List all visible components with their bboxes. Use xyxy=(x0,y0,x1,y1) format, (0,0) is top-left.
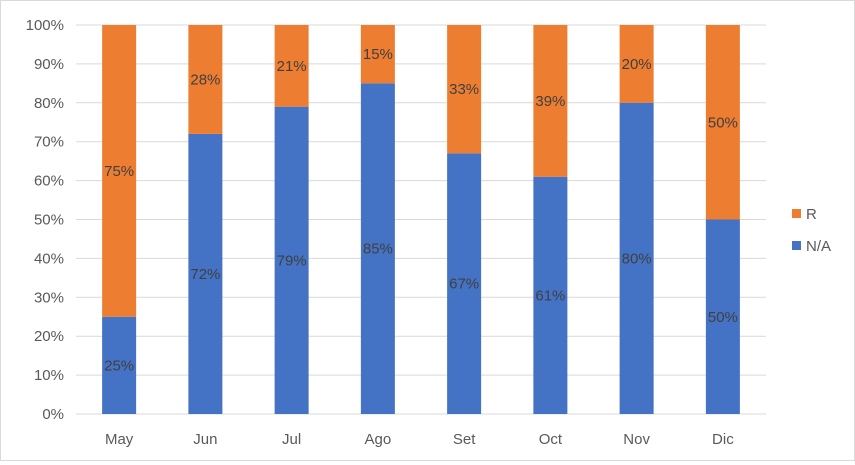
bars xyxy=(102,25,740,415)
y-tick-label: 10% xyxy=(34,367,64,384)
data-label: 50% xyxy=(708,309,738,326)
bar-segment-r-jun xyxy=(188,25,223,134)
bar-segment-n-a-may xyxy=(102,316,137,414)
bar-segment-r-oct xyxy=(533,25,568,177)
y-tick-label: 30% xyxy=(34,289,64,306)
x-axis-ticks: May Jun Jul Ago Set Oct Nov Dic xyxy=(105,431,734,448)
gridlines xyxy=(76,24,766,415)
data-label: 21% xyxy=(277,58,307,75)
data-label: 20% xyxy=(622,56,652,73)
x-tick-label: Nov xyxy=(623,431,650,448)
y-tick-label: 40% xyxy=(34,250,64,267)
data-label: 33% xyxy=(449,81,479,98)
data-label: 15% xyxy=(363,46,393,63)
legend: R N/A xyxy=(792,206,831,255)
bar-segment-n-a-ago xyxy=(360,83,395,414)
x-tick-label: Set xyxy=(453,431,476,448)
data-label: 72% xyxy=(190,266,220,283)
bar-segment-r-dic xyxy=(705,25,740,220)
data-label: 79% xyxy=(277,252,307,269)
y-tick-label: 50% xyxy=(34,212,64,229)
x-tick-label: Jun xyxy=(193,431,217,448)
bar-segment-r-ago xyxy=(360,25,395,84)
bar-segment-n-a-oct xyxy=(533,176,568,414)
y-tick-label: 90% xyxy=(34,56,64,73)
x-tick-label: Jul xyxy=(282,431,301,448)
bar-segment-n-a-dic xyxy=(705,219,740,414)
legend-swatch xyxy=(792,241,801,250)
data-labels: 25% 75% 72% 28% 79% 21% 85% 15% 67% 33% 61% 39% 80% 2… xyxy=(104,46,738,374)
data-label: 39% xyxy=(535,93,565,110)
y-tick-label: 0% xyxy=(42,406,64,423)
y-tick-label: 20% xyxy=(34,328,64,345)
y-tick-label: 100% xyxy=(26,17,64,34)
x-tick-label: Ago xyxy=(365,431,392,448)
bar-segment-n-a-set xyxy=(447,153,482,414)
bar-segment-n-a-jun xyxy=(188,133,223,415)
x-tick-label: Oct xyxy=(539,431,563,448)
bar-segment-r-nov xyxy=(619,25,654,103)
data-label: 25% xyxy=(104,357,134,374)
data-label: 75% xyxy=(104,163,134,180)
x-tick-label: May xyxy=(105,431,134,448)
x-tick-label: Dic xyxy=(712,431,734,448)
bar-segment-r-jul xyxy=(274,25,309,107)
legend-label: R xyxy=(806,206,817,223)
data-label: 61% xyxy=(535,287,565,304)
y-tick-label: 60% xyxy=(34,173,64,190)
legend-label: N/A xyxy=(806,238,831,255)
bar-segment-n-a-jul xyxy=(274,106,309,414)
y-axis-ticks: 0% 10% 20% 30% 40% 50% 60% 70% 80% 90% 100% xyxy=(26,17,64,423)
y-tick-label: 80% xyxy=(34,95,64,112)
y-tick-label: 70% xyxy=(34,134,64,151)
bar-segment-r-set xyxy=(447,25,482,154)
data-label: 50% xyxy=(708,114,738,131)
bar-segment-r-may xyxy=(102,25,137,317)
legend-swatch xyxy=(792,209,801,218)
data-label: 67% xyxy=(449,276,479,293)
data-label: 85% xyxy=(363,241,393,258)
data-label: 28% xyxy=(190,71,220,88)
bar-segment-n-a-nov xyxy=(619,102,654,415)
data-label: 80% xyxy=(622,250,652,267)
